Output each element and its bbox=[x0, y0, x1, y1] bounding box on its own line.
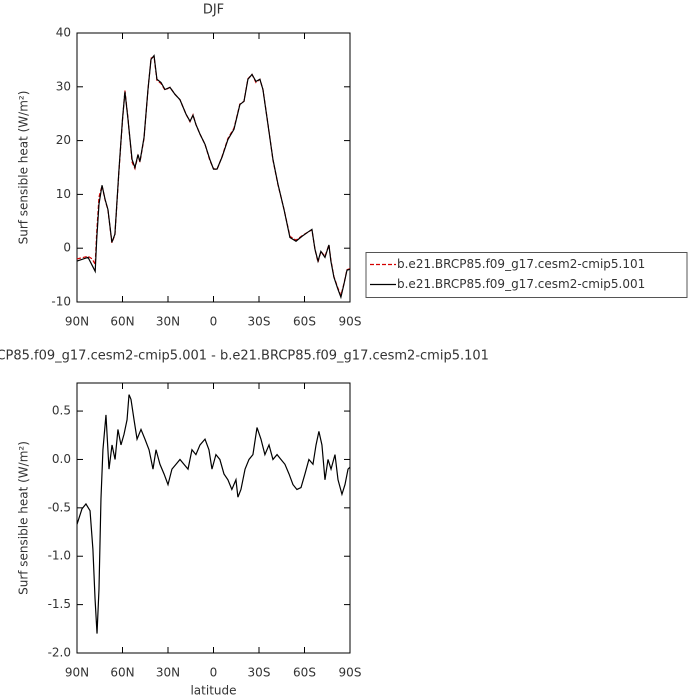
plot-frame bbox=[76, 382, 351, 654]
x-tick-label: 60S bbox=[293, 666, 316, 680]
x-tick-label: 30S bbox=[248, 315, 271, 329]
legend-label: b.e21.BRCP85.f09_g17.cesm2-cmip5.001 bbox=[397, 277, 645, 291]
y-tick-label: 10 bbox=[56, 187, 71, 201]
chart-title: DJF bbox=[203, 3, 224, 18]
y-tick-label: 40 bbox=[56, 26, 71, 40]
y-tick-label: -1.5 bbox=[48, 597, 71, 611]
y-tick-label: -10 bbox=[51, 295, 71, 309]
x-tick-label: 0 bbox=[210, 666, 218, 680]
x-tick-label: 90N bbox=[65, 666, 89, 680]
x-tick-label: 90S bbox=[339, 315, 362, 329]
x-tick-label: 30N bbox=[156, 666, 180, 680]
x-tick-label: 0 bbox=[210, 315, 218, 329]
legend-label: b.e21.BRCP85.f09_g17.cesm2-cmip5.101 bbox=[397, 257, 645, 271]
y-tick-label: 0.5 bbox=[52, 404, 71, 418]
y-axis-label: Surf sensible heat (W/m²) bbox=[17, 91, 31, 245]
y-tick-label: -2.0 bbox=[48, 646, 71, 660]
x-tick-label: 60N bbox=[110, 315, 134, 329]
y-tick-label: 0.0 bbox=[52, 452, 71, 466]
y-tick-label: 20 bbox=[56, 133, 71, 147]
x-tick-label: 90N bbox=[65, 315, 89, 329]
y-axis-label: Surf sensible heat (W/m²) bbox=[17, 441, 31, 595]
x-tick-label: 60S bbox=[293, 315, 316, 329]
x-axis-label: latitude bbox=[190, 684, 236, 698]
x-tick-label: 90S bbox=[339, 666, 362, 680]
data-line bbox=[76, 394, 351, 634]
y-tick-label: 30 bbox=[56, 79, 71, 93]
data-line bbox=[76, 54, 351, 300]
chart-title: b.e21.BRCP85.f09_g17.cesm2-cmip5.001 - b… bbox=[0, 349, 489, 364]
plot-frame bbox=[76, 32, 351, 303]
y-tick-label: -0.5 bbox=[48, 500, 71, 514]
x-tick-label: 30N bbox=[156, 315, 180, 329]
y-tick-label: -1.0 bbox=[48, 549, 71, 563]
data-line bbox=[76, 55, 351, 298]
x-tick-label: 60N bbox=[110, 666, 134, 680]
x-tick-label: 30S bbox=[248, 666, 271, 680]
y-tick-label: 0 bbox=[63, 241, 71, 255]
legend-box bbox=[365, 252, 688, 298]
